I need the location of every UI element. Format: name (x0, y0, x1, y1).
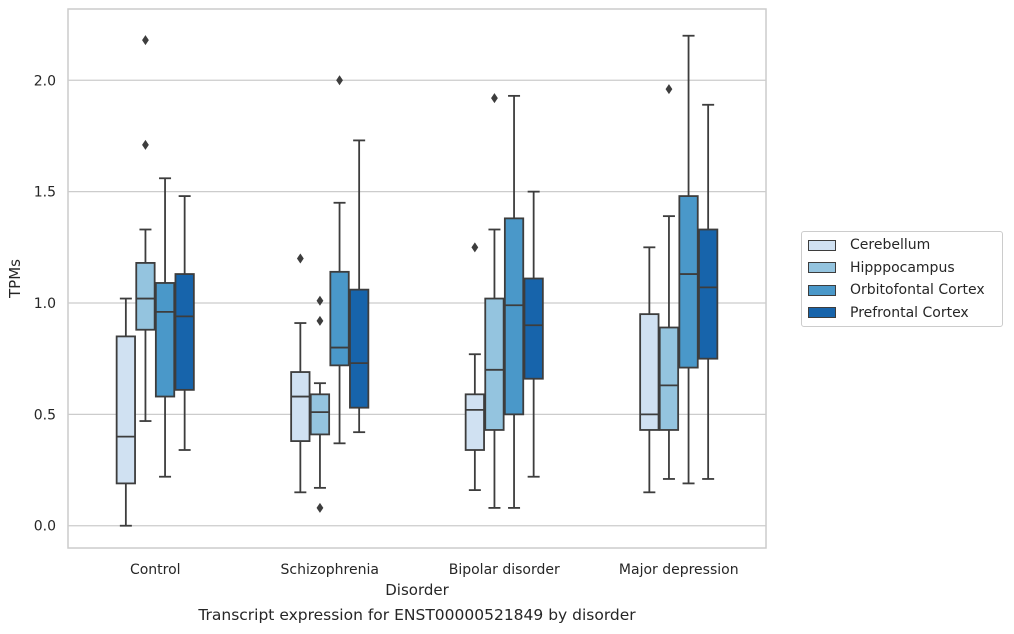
legend-label: Orbitofontal Cortex (850, 282, 985, 298)
legend: Cerebellum Hipppocampus Orbitofontal Corte… (801, 231, 1003, 327)
box-bipolar-disorder-cerebellum (464, 353, 485, 491)
y-tick-label: 1.0 (34, 296, 56, 312)
box-control-orbitofontal-cortex (154, 177, 176, 478)
outlier-point (316, 295, 324, 306)
y-axis-label: TPMs (6, 259, 24, 299)
outlier-point (471, 242, 479, 253)
box-iqr (349, 288, 370, 409)
box-major-depression-hipppocampus (658, 215, 680, 480)
outlier-point (142, 35, 149, 46)
box-iqr (115, 335, 136, 485)
figure-caption: Transcript expression for ENST0000052184… (198, 606, 636, 624)
legend-label: Cerebellum (850, 237, 931, 253)
legend-swatch (808, 284, 836, 296)
box-schizophrenia-prefrontal-cortex (349, 139, 370, 434)
box-schizophrenia-hipppocampus (309, 382, 331, 489)
legend-swatch (808, 239, 836, 251)
box-iqr (154, 282, 176, 398)
x-tick-label: Major depression (619, 562, 739, 578)
legend-swatch (808, 307, 836, 318)
box-iqr (484, 297, 505, 431)
y-tick-label: 1.5 (34, 185, 56, 201)
legend-label: Hipppocampus (850, 259, 955, 276)
plot-frame (67, 8, 767, 549)
box-control-hipppocampus (135, 228, 156, 422)
box-major-depression-orbitofontal-cortex (678, 34, 699, 485)
boxes-layer (115, 34, 719, 527)
box-iqr (678, 195, 699, 369)
box-bipolar-disorder-prefrontal-cortex (523, 190, 544, 478)
box-major-depression-cerebellum (639, 246, 660, 494)
outlier-point (316, 502, 324, 513)
x-tick-labels: Control Schizophrenia Bipolar disorder Majo… (130, 562, 739, 578)
legend-label: Prefrontal Cortex (850, 304, 969, 321)
y-tick-label: 2.0 (34, 73, 56, 89)
outliers-layer (142, 35, 673, 513)
box-iqr (174, 273, 195, 391)
box-iqr (658, 326, 680, 431)
box-iqr (464, 393, 485, 451)
box-control-prefrontal-cortex (174, 195, 195, 451)
box-iqr (309, 393, 331, 436)
x-tick-label: Bipolar disorder (449, 562, 560, 578)
outlier-point (665, 84, 673, 95)
outlier-point (491, 93, 498, 104)
x-axis-label: Disorder (385, 581, 449, 599)
outlier-point (336, 75, 343, 86)
box-iqr (290, 371, 311, 442)
legend-item-hipppocampus: Hipppocampus (808, 258, 955, 278)
box-iqr (329, 270, 350, 367)
box-control-cerebellum (115, 297, 136, 527)
outlier-point (142, 139, 149, 150)
box-iqr (639, 313, 660, 431)
y-tick-labels: 0.0 0.5 1.0 1.5 2.0 (34, 73, 56, 534)
outlier-point (316, 315, 324, 326)
legend-item-prefrontal-cortex: Prefrontal Cortex (808, 303, 969, 323)
x-tick-label: Schizophrenia (281, 562, 379, 578)
box-bipolar-disorder-orbitofontal-cortex (503, 94, 525, 509)
y-tick-label: 0.0 (34, 519, 56, 535)
x-tick-label: Control (130, 562, 181, 578)
box-iqr (135, 262, 156, 331)
legend-item-cerebellum: Cerebellum (808, 235, 930, 255)
outlier-point (296, 253, 304, 264)
y-tick-label: 0.5 (34, 407, 56, 423)
box-schizophrenia-orbitofontal-cortex (329, 201, 350, 445)
legend-item-orbitofontal-cortex: Orbitofontal Cortex (808, 280, 985, 300)
box-major-depression-prefrontal-cortex (698, 103, 719, 480)
box-iqr (523, 277, 544, 380)
box-bipolar-disorder-hipppocampus (484, 228, 505, 509)
box-iqr (503, 217, 525, 416)
box-schizophrenia-cerebellum (290, 322, 311, 494)
legend-swatch (808, 262, 836, 273)
box-iqr (698, 228, 719, 360)
